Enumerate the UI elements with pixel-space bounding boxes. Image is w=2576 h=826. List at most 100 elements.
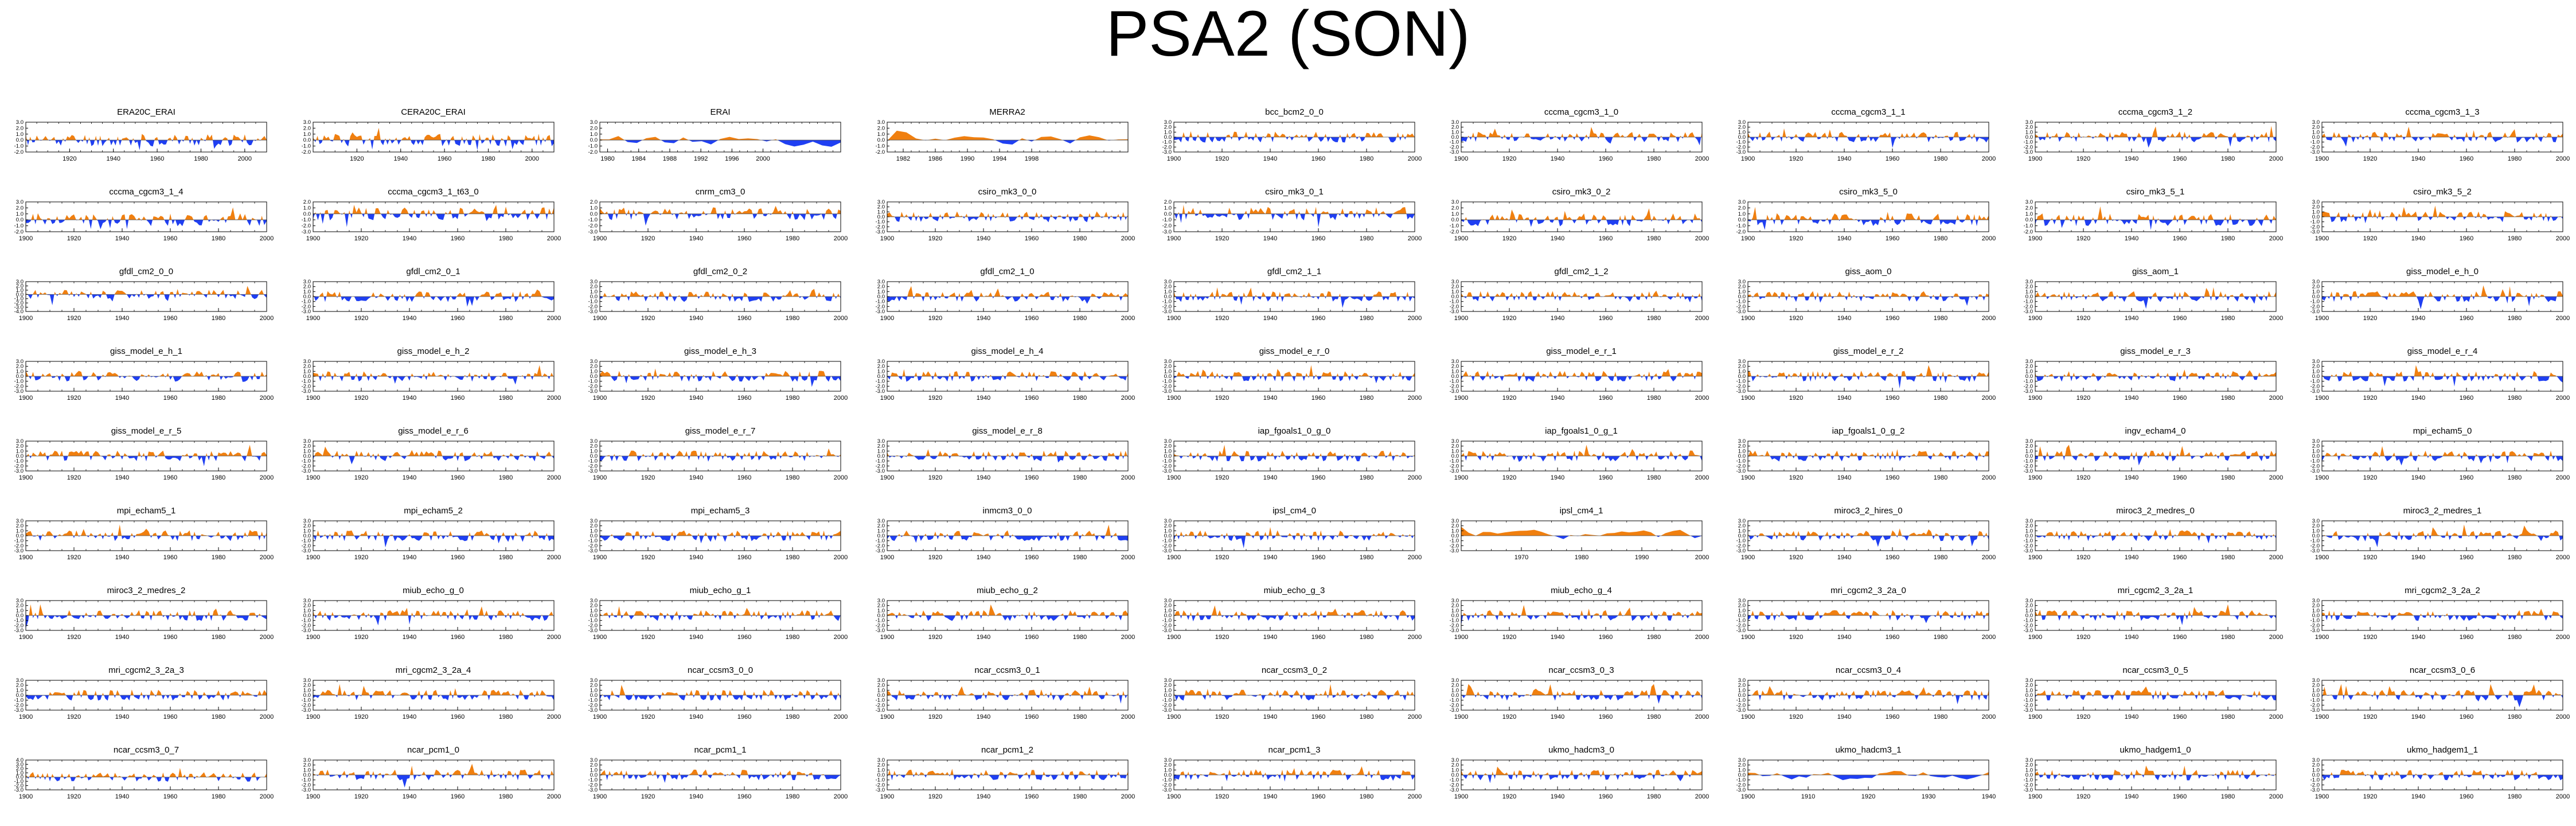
x-tick-label: 1920 [1215, 395, 1229, 402]
panel-title: cccma_cgcm3_1_0 [1544, 107, 1619, 117]
y-tick-label: -2.0 [1449, 303, 1458, 310]
x-tick-label: 1960 [737, 714, 751, 720]
y-tick-label: 1.0 [877, 368, 884, 375]
x-tick-label: 1940 [976, 315, 990, 322]
y-tick-label: 0.0 [2312, 294, 2320, 300]
panel-title: miroc3_2_medres_2 [107, 586, 186, 595]
y-tick-label: 0.0 [1451, 453, 1458, 459]
x-tick-label: 2000 [834, 474, 848, 481]
panel-title: iap_fgoals1_0_g_0 [1258, 426, 1331, 436]
y-tick-label: -2.0 [588, 543, 598, 549]
y-tick-label: 1.0 [2025, 211, 2032, 217]
panel-chart: -3.0-2.0-1.00.01.02.0 1900 1920 1940 1960 198… [588, 199, 848, 242]
y-tick-label: 0.0 [877, 294, 884, 300]
y-tick-label: 3.0 [1738, 359, 1746, 365]
x-tick-label: 1900 [1741, 634, 1755, 641]
y-tick-label: 2.0 [590, 683, 598, 689]
x-tick-label: 1920 [354, 554, 368, 561]
x-tick-label: 2000 [834, 315, 848, 322]
x-tick-label: 1940 [1837, 634, 1851, 641]
y-tick-label: 2.0 [590, 125, 598, 131]
y-tick-label: 3.0 [1738, 518, 1746, 524]
x-tick-label: 1960 [1312, 235, 1325, 242]
y-tick-label: -4.0 [14, 309, 24, 315]
y-tick-label: -1.0 [14, 379, 24, 385]
panel-chart: -3.0-2.0-1.00.01.02.03.0 1970 1980 1990 2000 [1449, 518, 1709, 561]
y-tick-label: -1.0 [301, 143, 310, 150]
y-tick-label: 2.0 [1738, 603, 1746, 609]
y-tick-label: -2.0 [2310, 622, 2320, 629]
panel-chart: -2.0-1.00.01.02.03.0 1982 1986 1990 1994 1998 [875, 119, 1128, 162]
x-tick-label: 1920 [1502, 235, 1516, 242]
x-tick-label: 1980 [1646, 315, 1660, 322]
y-tick-label: -2.0 [1449, 144, 1458, 150]
panel-chart: -3.0-2.0-1.00.01.02.03.0 1900 1920 1940 1960… [2023, 279, 2283, 322]
x-tick-label: 1920 [2363, 315, 2377, 322]
x-tick-label: 1980 [1934, 155, 1947, 162]
y-tick-label: 2.0 [590, 603, 598, 609]
y-tick-label: 3.0 [1164, 279, 1172, 285]
y-tick-label: 0.0 [2312, 373, 2320, 380]
panel-chart: -3.0-2.0-1.00.01.02.03.0 1900 1920 1940 1960… [2023, 598, 2283, 641]
x-tick-label: 1940 [2124, 235, 2138, 242]
y-tick-label: -3.0 [14, 388, 24, 395]
y-tick-label: 2.0 [2025, 443, 2032, 450]
x-tick-label: 1920 [641, 714, 655, 720]
x-tick-label: 2000 [2269, 235, 2282, 242]
y-tick-label: -3.0 [1162, 388, 1172, 395]
panel-chart: -3.0-2.0-1.00.01.02.03.0 1900 1920 1940 1960… [588, 279, 848, 322]
y-tick-label: -1.0 [2310, 458, 2320, 465]
x-tick-label: 2000 [1408, 315, 1422, 322]
y-tick-label: 2.0 [1451, 364, 1458, 370]
x-tick-label: 1920 [1789, 634, 1803, 641]
x-tick-label: 1920 [928, 634, 942, 641]
panel-chart: -3.0-2.0-1.00.01.02.03.0 1900 1920 1940 1960… [301, 438, 561, 481]
x-tick-label: 1920 [67, 474, 81, 481]
y-tick-label: 2.0 [1738, 443, 1746, 450]
y-tick-label: 3.0 [590, 438, 598, 445]
y-tick-label: -2.0 [2310, 303, 2320, 310]
y-tick-label: -1.0 [588, 143, 598, 150]
y-tick-label: 1.0 [1738, 448, 1746, 454]
x-tick-label: 1980 [2508, 634, 2522, 641]
y-tick-label: -2.0 [2310, 383, 2320, 389]
y-tick-label: 0.0 [2025, 613, 2032, 619]
y-tick-label: 1.0 [1738, 289, 1746, 295]
panel-title: giss_model_e_h_4 [971, 346, 1044, 356]
y-tick-label: -3.0 [2310, 388, 2320, 395]
positive-area [2035, 287, 2276, 297]
y-tick-label: -2.0 [14, 229, 24, 235]
x-tick-label: 1900 [1167, 634, 1181, 641]
y-tick-label: 1.0 [2025, 368, 2032, 375]
x-tick-label: 1920 [1215, 474, 1229, 481]
y-tick-label: -3.0 [875, 229, 884, 235]
y-tick-label: 0.0 [590, 294, 598, 300]
y-tick-label: -2.0 [1449, 463, 1458, 469]
y-tick-label: 3.0 [590, 119, 598, 126]
x-tick-label: 1980 [786, 714, 799, 720]
x-tick-label: 1940 [976, 634, 990, 641]
x-tick-label: 1920 [1502, 395, 1516, 402]
x-tick-label: 1940 [402, 554, 416, 561]
y-tick-label: -2.0 [2310, 224, 2320, 230]
x-tick-label: 1980 [1934, 554, 1947, 561]
negative-area [2035, 220, 2273, 230]
y-tick-label: 0.0 [1164, 613, 1172, 619]
y-tick-label: -2.0 [1162, 223, 1172, 229]
y-tick-label: -1.0 [588, 458, 598, 465]
y-tick-label: -1.0 [1449, 223, 1458, 229]
y-tick-label: 3.0 [1451, 359, 1458, 365]
negative-area [1748, 297, 1989, 306]
y-tick-label: -3.0 [588, 309, 598, 315]
negative-area [2035, 297, 2276, 309]
positive-area [600, 684, 841, 695]
x-tick-label: 1960 [437, 155, 451, 162]
x-tick-label: 1960 [737, 235, 751, 242]
x-tick-label: 1980 [1360, 634, 1373, 641]
panel-chart: -3.0-2.0-1.00.01.02.03.0 1900 1920 1940 1960… [2023, 518, 2283, 561]
x-tick-label: 1980 [2220, 315, 2234, 322]
panel-chart: -3.0-2.0-1.00.01.02.03.0 1900 1920 1940 1960… [1162, 359, 1422, 402]
y-tick-label: -2.0 [2023, 383, 2032, 389]
x-tick-label: 2000 [260, 634, 274, 641]
x-tick-label: 1900 [1741, 235, 1755, 242]
